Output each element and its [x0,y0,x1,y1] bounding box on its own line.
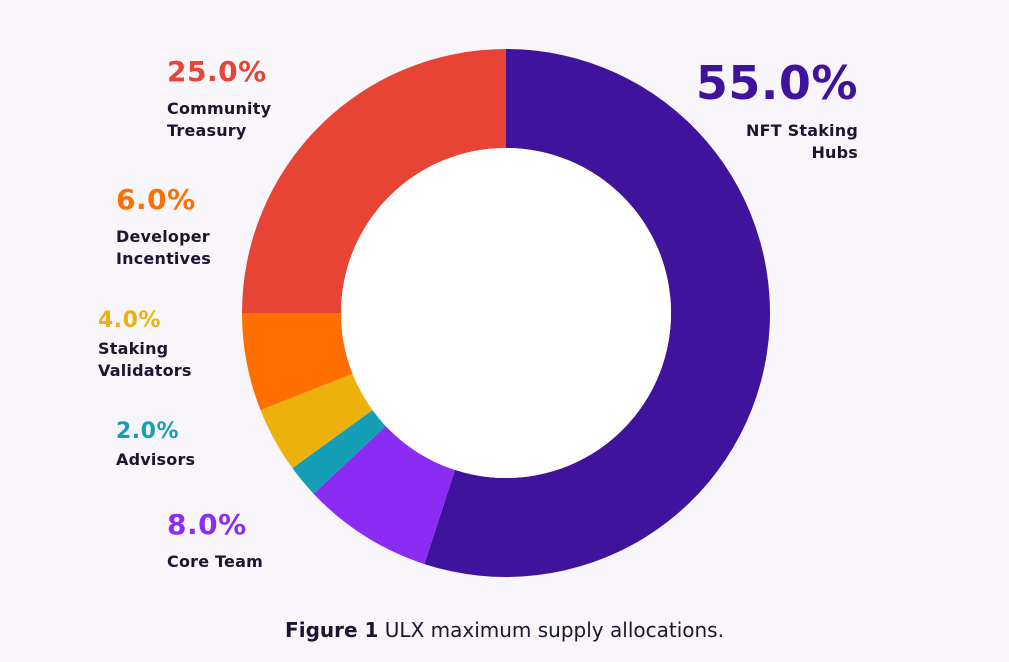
slice-advisors [292,409,386,494]
label-staking-validators: 4.0% Staking Validators [98,310,192,382]
pct-developer-incentives: 6.0% [116,183,196,216]
name-nft-staking-hubs: NFT Staking Hubs [746,121,858,162]
pct-nft-staking-hubs: 55.0% [695,56,858,110]
caption-text: ULX maximum supply allocations. [378,618,724,642]
pct-advisors: 2.0% [116,419,180,444]
slice-community-treasury [242,49,506,313]
name-community-treasury: Community Treasury [167,99,272,140]
label-developer-incentives: 6.0% Developer Incentives [116,186,211,270]
pct-staking-validators: 4.0% [98,308,162,333]
pct-community-treasury: 25.0% [167,55,267,88]
slice-staking-validators [260,373,373,469]
slice-nft-staking-hubs [424,49,770,577]
donut-hole [341,148,671,478]
name-advisors: Advisors [116,450,196,469]
name-staking-validators: Staking Validators [98,339,192,380]
name-developer-incentives: Developer Incentives [116,227,212,268]
name-core-team: Core Team [167,552,263,571]
caption-figure-number: Figure 1 [285,618,379,642]
figure-caption: Figure 1 ULX maximum supply allocations. [0,618,1009,642]
label-community-treasury: 25.0% Community Treasury [167,58,271,142]
pct-core-team: 8.0% [167,508,247,541]
label-core-team: 8.0% Core Team [167,511,263,573]
slice-developer-incentives [242,313,353,411]
label-advisors: 2.0% Advisors [116,421,195,471]
label-nft-staking-hubs: 55.0% NFT Staking Hubs [696,60,858,164]
slice-core-team [313,425,456,565]
